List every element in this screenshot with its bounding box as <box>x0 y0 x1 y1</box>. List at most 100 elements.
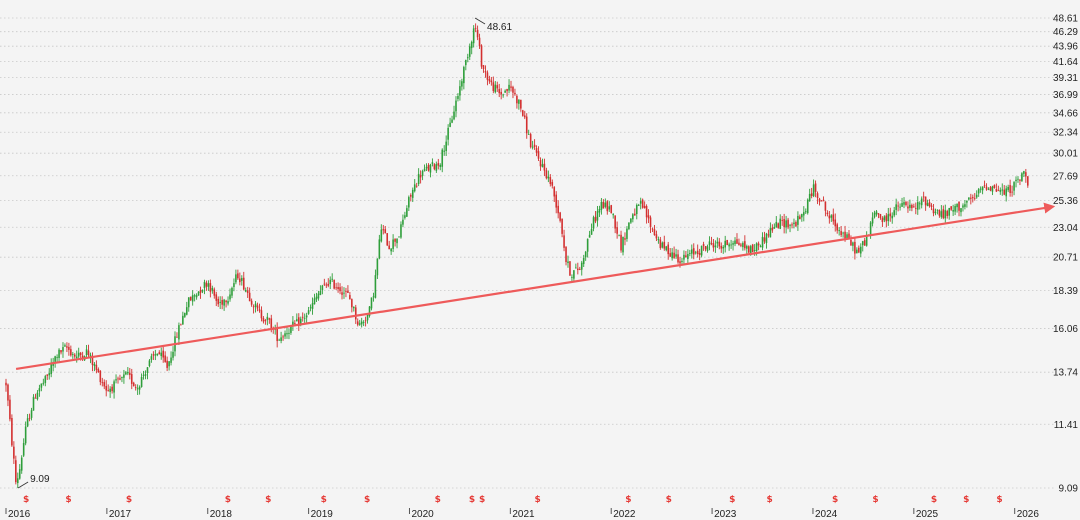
candle-body <box>918 203 921 205</box>
candle-body <box>704 246 707 250</box>
candle-body <box>516 95 518 104</box>
candle-body <box>508 84 510 91</box>
candle-body <box>928 202 931 207</box>
candle-body <box>732 243 734 245</box>
candle-body <box>113 381 115 393</box>
dividend-marker: $ <box>996 495 1002 505</box>
candle-body <box>962 205 964 208</box>
candle-body <box>673 252 675 258</box>
candle-body <box>5 382 7 386</box>
candle-body <box>9 399 11 420</box>
candle-body <box>856 249 858 254</box>
candle-body <box>474 27 477 29</box>
candle-body <box>54 356 56 362</box>
candle-body <box>128 372 131 375</box>
candle-body <box>765 233 768 244</box>
candle-body <box>425 166 428 169</box>
candle-body <box>763 237 766 242</box>
candle-body <box>932 208 935 214</box>
candle-body <box>799 216 801 220</box>
candle-body <box>309 307 312 309</box>
candle-body <box>409 195 412 197</box>
y-tick-label: 43.96 <box>1053 42 1078 53</box>
candle-body <box>751 244 754 253</box>
candle-body <box>360 321 363 325</box>
candle-body <box>1015 179 1017 182</box>
candle-body <box>38 388 41 392</box>
candle-body <box>523 115 526 118</box>
candle-body <box>960 208 962 213</box>
candle-body <box>533 144 536 148</box>
candle-body <box>569 261 571 276</box>
candle-body <box>555 194 558 208</box>
x-tick-label: 2020 <box>411 509 434 520</box>
x-tick-label: 2017 <box>109 509 132 520</box>
candle-body <box>433 164 436 170</box>
candle-body <box>492 82 495 91</box>
candle-body <box>991 186 994 192</box>
candle-body <box>881 218 884 223</box>
candle-body <box>329 279 332 285</box>
candle-body <box>178 325 180 340</box>
dividend-marker: $ <box>963 495 969 505</box>
candle-body <box>211 287 214 291</box>
candle-body <box>734 240 736 245</box>
candle-body <box>580 262 583 270</box>
x-tick-label: 2016 <box>8 509 31 520</box>
candle-body <box>394 238 396 242</box>
candle-body <box>806 199 809 214</box>
y-tick-label: 36.99 <box>1053 90 1078 101</box>
candle-body <box>502 94 504 96</box>
candle-body <box>527 134 530 135</box>
candle-body <box>182 315 184 325</box>
candle-body <box>999 189 1002 192</box>
candle-body <box>946 211 949 216</box>
candle-body <box>742 243 744 248</box>
candle-body <box>366 313 369 321</box>
candle-body <box>905 201 907 206</box>
candle-body <box>1025 172 1027 177</box>
candle-body <box>573 270 575 279</box>
candle-body <box>626 228 628 239</box>
candle-body <box>848 233 850 239</box>
candle-body <box>11 417 13 446</box>
candle-body <box>162 350 165 358</box>
candle-body <box>64 345 66 347</box>
candle-body <box>451 119 453 123</box>
candle-body <box>89 354 92 357</box>
candle-body <box>358 323 361 325</box>
candle-body <box>531 146 534 148</box>
candle-body <box>714 245 717 248</box>
candle-body <box>913 206 915 208</box>
candle-body <box>364 320 367 322</box>
candle-body <box>282 336 284 338</box>
candle-body <box>942 209 945 219</box>
candle-body <box>775 221 778 228</box>
candle-body <box>510 86 512 88</box>
candle-body <box>121 376 123 378</box>
candle-body <box>956 203 958 208</box>
candle-body <box>834 219 837 227</box>
candle-body <box>649 217 652 227</box>
candle-body <box>1027 176 1029 186</box>
candle-body <box>653 229 656 236</box>
candle-body <box>91 355 94 365</box>
candle-body <box>48 373 51 376</box>
candle-body <box>168 361 170 367</box>
candle-body <box>459 86 461 96</box>
candle-body <box>494 84 497 93</box>
candle-body <box>20 457 23 471</box>
dividend-marker: $ <box>931 495 937 505</box>
candle-body <box>339 287 341 292</box>
candle-body <box>140 377 143 387</box>
candle-body <box>421 171 424 176</box>
candle-body <box>18 469 21 479</box>
candle-body <box>850 239 852 246</box>
candle-body <box>148 360 151 367</box>
candle-body <box>920 198 923 206</box>
candle-body <box>897 205 899 207</box>
candle-body <box>184 313 186 317</box>
candle-body <box>777 223 780 228</box>
candle-body <box>305 315 308 318</box>
candle-body <box>75 356 78 359</box>
